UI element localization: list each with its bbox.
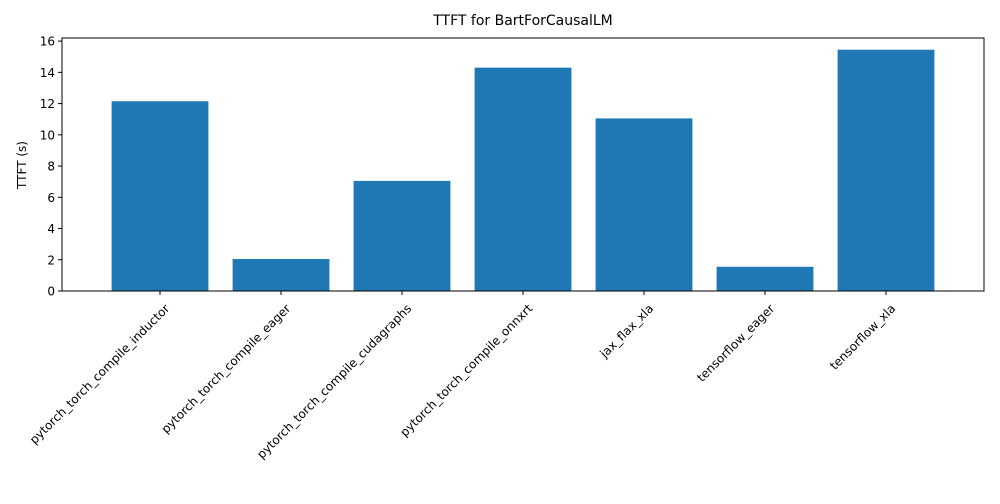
y-tick-label: 10 bbox=[40, 128, 55, 142]
x-tick-label: pytorch_torch_compile_onnxrt bbox=[397, 301, 535, 439]
y-tick-label: 0 bbox=[47, 285, 55, 299]
y-tick-label: 6 bbox=[47, 191, 55, 205]
x-axis: pytorch_torch_compile_inductorpytorch_to… bbox=[27, 291, 898, 462]
y-tick-label: 4 bbox=[47, 222, 55, 236]
y-tick-label: 16 bbox=[40, 35, 55, 49]
x-tick-label: jax_flax_xla bbox=[597, 301, 657, 361]
plot-area-frame bbox=[61, 37, 985, 292]
chart-title: TTFT for BartForCausalLM bbox=[432, 13, 613, 29]
y-tick-label: 12 bbox=[40, 97, 55, 111]
x-tick-label: tensorflow_xla bbox=[827, 301, 898, 372]
x-tick-label: pytorch_torch_compile_inductor bbox=[27, 301, 172, 446]
y-tick-label: 2 bbox=[47, 253, 55, 267]
bar-pytorch_torch_compile_eager bbox=[232, 258, 330, 291]
y-tick-label: 8 bbox=[47, 160, 55, 174]
bar-tensorflow_eager bbox=[716, 266, 814, 291]
y-tick-label: 14 bbox=[40, 66, 55, 80]
bars-group bbox=[111, 49, 935, 292]
bar-jax_flax_xla bbox=[595, 118, 693, 292]
y-axis-title: TTFT (s) bbox=[15, 141, 29, 190]
bar-pytorch_torch_compile_onnxrt bbox=[474, 67, 572, 291]
bar-pytorch_torch_compile_inductor bbox=[111, 101, 209, 291]
y-axis: 0 2 4 6 8 10 12 14 16 bbox=[40, 35, 62, 299]
x-tick-label: pytorch_torch_compile_eager bbox=[159, 301, 294, 436]
x-tick-label: tensorflow_eager bbox=[694, 301, 777, 384]
bar-pytorch_torch_compile_cudagraphs bbox=[353, 180, 451, 291]
bar-tensorflow_xla bbox=[837, 49, 935, 292]
